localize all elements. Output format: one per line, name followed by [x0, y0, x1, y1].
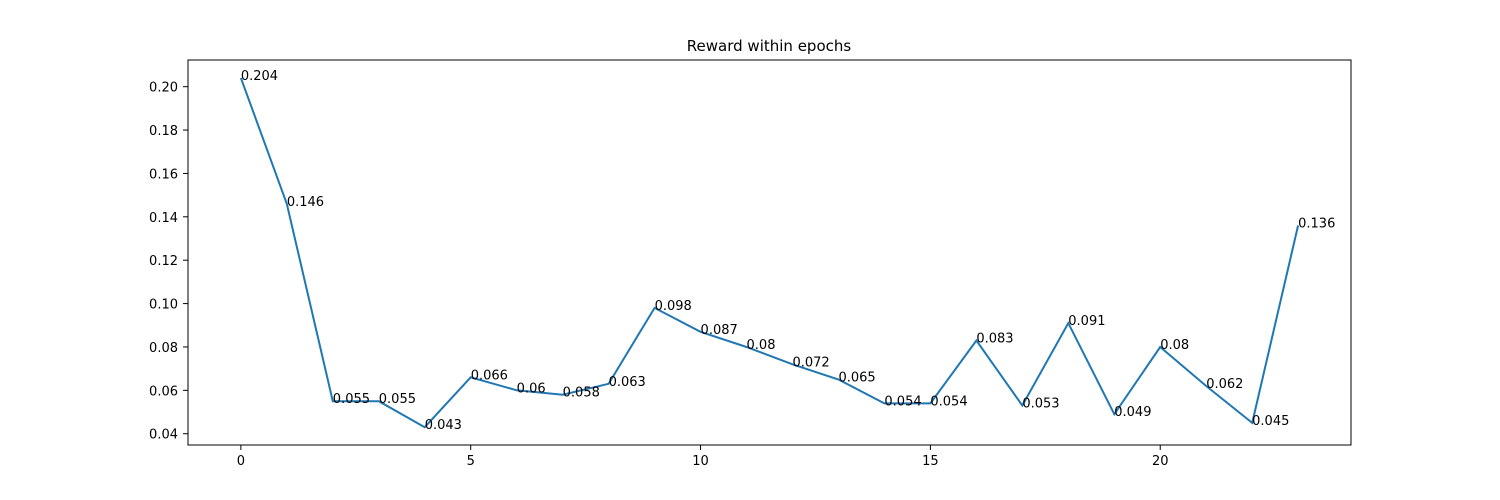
y-tick-label: 0.12 [149, 254, 178, 269]
data-label: 0.058 [563, 386, 600, 401]
y-tick-label: 0.08 [149, 341, 178, 356]
data-label: 0.055 [379, 392, 416, 407]
data-labels: 0.204 0.146 0.055 0.055 0.043 0.066 0.06 0.058 0… [241, 69, 1335, 433]
y-tick-label: 0.06 [149, 384, 178, 399]
x-tick-label: 20 [1152, 454, 1169, 469]
data-label: 0.049 [1114, 405, 1151, 420]
y-tick-label: 0.20 [149, 81, 178, 96]
data-label: 0.091 [1068, 314, 1105, 329]
y-tick-label: 0.18 [149, 124, 178, 139]
data-label: 0.055 [333, 392, 370, 407]
chart-title: Reward within epochs [687, 37, 852, 55]
data-label: 0.087 [701, 323, 738, 338]
y-tick-label: 0.04 [149, 428, 178, 443]
y-tick-label: 0.16 [149, 167, 178, 182]
data-label: 0.053 [1022, 397, 1059, 412]
reward-series-line [239, 77, 1300, 429]
x-tick-label: 15 [922, 454, 939, 469]
y-tick-label: 0.10 [149, 298, 178, 313]
x-tick-label: 0 [237, 454, 245, 469]
data-label: 0.054 [884, 394, 921, 409]
data-label: 0.063 [609, 375, 646, 390]
y-tick-label: 0.14 [149, 211, 178, 226]
data-label: 0.204 [241, 69, 278, 84]
data-label: 0.043 [425, 418, 462, 433]
data-label: 0.062 [1206, 377, 1243, 392]
data-label: 0.136 [1298, 216, 1335, 231]
x-axis: 0 5 10 15 20 [237, 445, 1169, 469]
data-label: 0.083 [976, 331, 1013, 346]
data-label: 0.146 [287, 195, 324, 210]
data-label: 0.065 [838, 370, 875, 385]
data-label: 0.098 [655, 299, 692, 314]
data-label: 0.054 [930, 394, 967, 409]
data-label: 0.066 [471, 368, 508, 383]
data-label: 0.06 [517, 381, 546, 396]
data-label: 0.045 [1252, 414, 1289, 429]
data-label: 0.072 [792, 355, 829, 370]
x-tick-label: 5 [467, 454, 475, 469]
data-label: 0.08 [1160, 338, 1189, 353]
y-axis: 0.04 0.06 0.08 0.10 0.12 0.14 0.16 0.18 0.20 [149, 81, 188, 443]
plot-area-frame [187, 59, 1352, 446]
x-tick-label: 10 [692, 454, 709, 469]
data-label: 0.08 [747, 338, 776, 353]
